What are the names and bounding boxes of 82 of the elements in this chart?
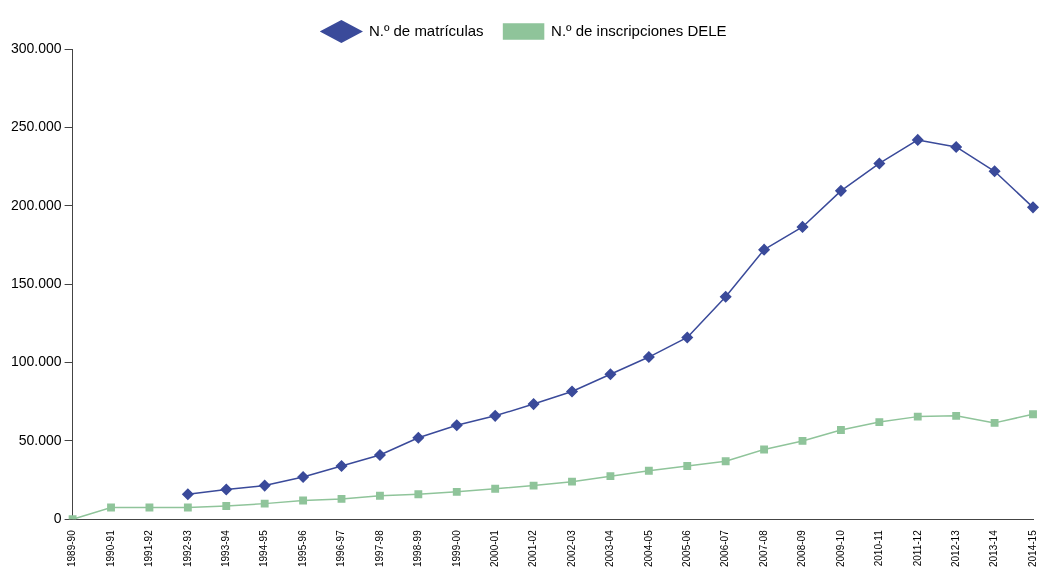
point xyxy=(182,488,194,500)
x-tick-label: 1992-93 xyxy=(181,529,193,567)
x-tick-label: 1999-00 xyxy=(450,529,462,567)
x-tick-label: 1989-90 xyxy=(66,529,78,567)
point xyxy=(644,466,653,475)
point xyxy=(760,445,769,454)
y-tick-label: 150.000 xyxy=(11,275,62,292)
x-tick-label: 2008-09 xyxy=(796,529,808,567)
point xyxy=(913,412,922,421)
point xyxy=(414,490,423,499)
point xyxy=(990,418,999,427)
point xyxy=(1027,201,1039,214)
x-tick-label: 2003-04 xyxy=(604,529,616,567)
x-tick-label: 1991-92 xyxy=(143,529,155,567)
x-tick-label: 2005-06 xyxy=(681,529,693,567)
y-tick-label: 200.000 xyxy=(11,196,62,213)
y-tick-label: 300.000 xyxy=(11,39,62,56)
point xyxy=(683,462,692,470)
point xyxy=(183,503,192,512)
y-tick-label: 100.000 xyxy=(11,353,62,370)
point xyxy=(952,411,961,420)
point xyxy=(107,503,115,512)
point xyxy=(873,157,886,170)
legend-label: N.º de inscripciones DELE xyxy=(551,21,727,39)
point xyxy=(912,134,924,146)
point xyxy=(836,426,845,434)
point xyxy=(796,221,809,233)
point xyxy=(529,481,538,490)
x-tick-label: 1995-96 xyxy=(296,529,308,567)
x-tick-label: 2000-01 xyxy=(488,529,500,567)
x-tick-label: 2004-05 xyxy=(642,529,654,567)
point xyxy=(568,477,576,486)
x-tick-label: 2007-08 xyxy=(757,529,769,567)
point xyxy=(452,487,461,496)
y-tick-label: 0 xyxy=(53,510,62,527)
x-tick-label: 2014-15 xyxy=(1026,529,1038,567)
point xyxy=(260,499,269,508)
point xyxy=(222,502,231,510)
point xyxy=(412,432,425,444)
x-tick-label: 2006-07 xyxy=(719,529,731,567)
point xyxy=(606,472,615,481)
x-tick-label: 2010-11 xyxy=(873,529,885,567)
x-tick-label: 2011-12 xyxy=(911,529,923,567)
y-tick-label: 50.000 xyxy=(18,431,62,448)
legend-label: N.º de matrículas xyxy=(368,21,484,39)
x-tick-label: 2012-13 xyxy=(949,529,961,567)
point xyxy=(527,398,540,410)
x-tick-label: 2013-14 xyxy=(988,529,1000,567)
point xyxy=(988,165,1001,178)
point xyxy=(721,457,730,466)
point xyxy=(1029,410,1037,419)
y-tick-label: 250.000 xyxy=(11,118,62,135)
point xyxy=(489,410,501,422)
point xyxy=(758,243,770,256)
point xyxy=(835,185,847,197)
point xyxy=(798,436,807,445)
point xyxy=(374,449,386,461)
x-tick-label: 1997-98 xyxy=(373,529,385,567)
point xyxy=(643,351,655,363)
x-tick-label: 1990-91 xyxy=(104,529,116,567)
point xyxy=(297,471,309,483)
point xyxy=(875,418,884,427)
point xyxy=(719,290,732,303)
x-tick-label: 2001-02 xyxy=(527,529,539,567)
point xyxy=(491,484,500,493)
point xyxy=(335,460,348,472)
point xyxy=(220,483,233,496)
point xyxy=(376,491,384,500)
point xyxy=(258,479,271,492)
x-tick-label: 2009-10 xyxy=(834,529,846,567)
point xyxy=(604,368,617,381)
point xyxy=(337,494,346,503)
point xyxy=(299,496,308,505)
x-tick-label: 1998-99 xyxy=(412,529,424,567)
x-tick-label: 2002-03 xyxy=(565,529,577,567)
point xyxy=(451,419,463,431)
point xyxy=(681,331,694,344)
x-tick-label: 1993-94 xyxy=(220,529,232,567)
point xyxy=(566,385,578,398)
point xyxy=(950,141,962,153)
x-tick-label: 1994-95 xyxy=(258,529,270,567)
x-tick-label: 1996-97 xyxy=(335,529,347,567)
